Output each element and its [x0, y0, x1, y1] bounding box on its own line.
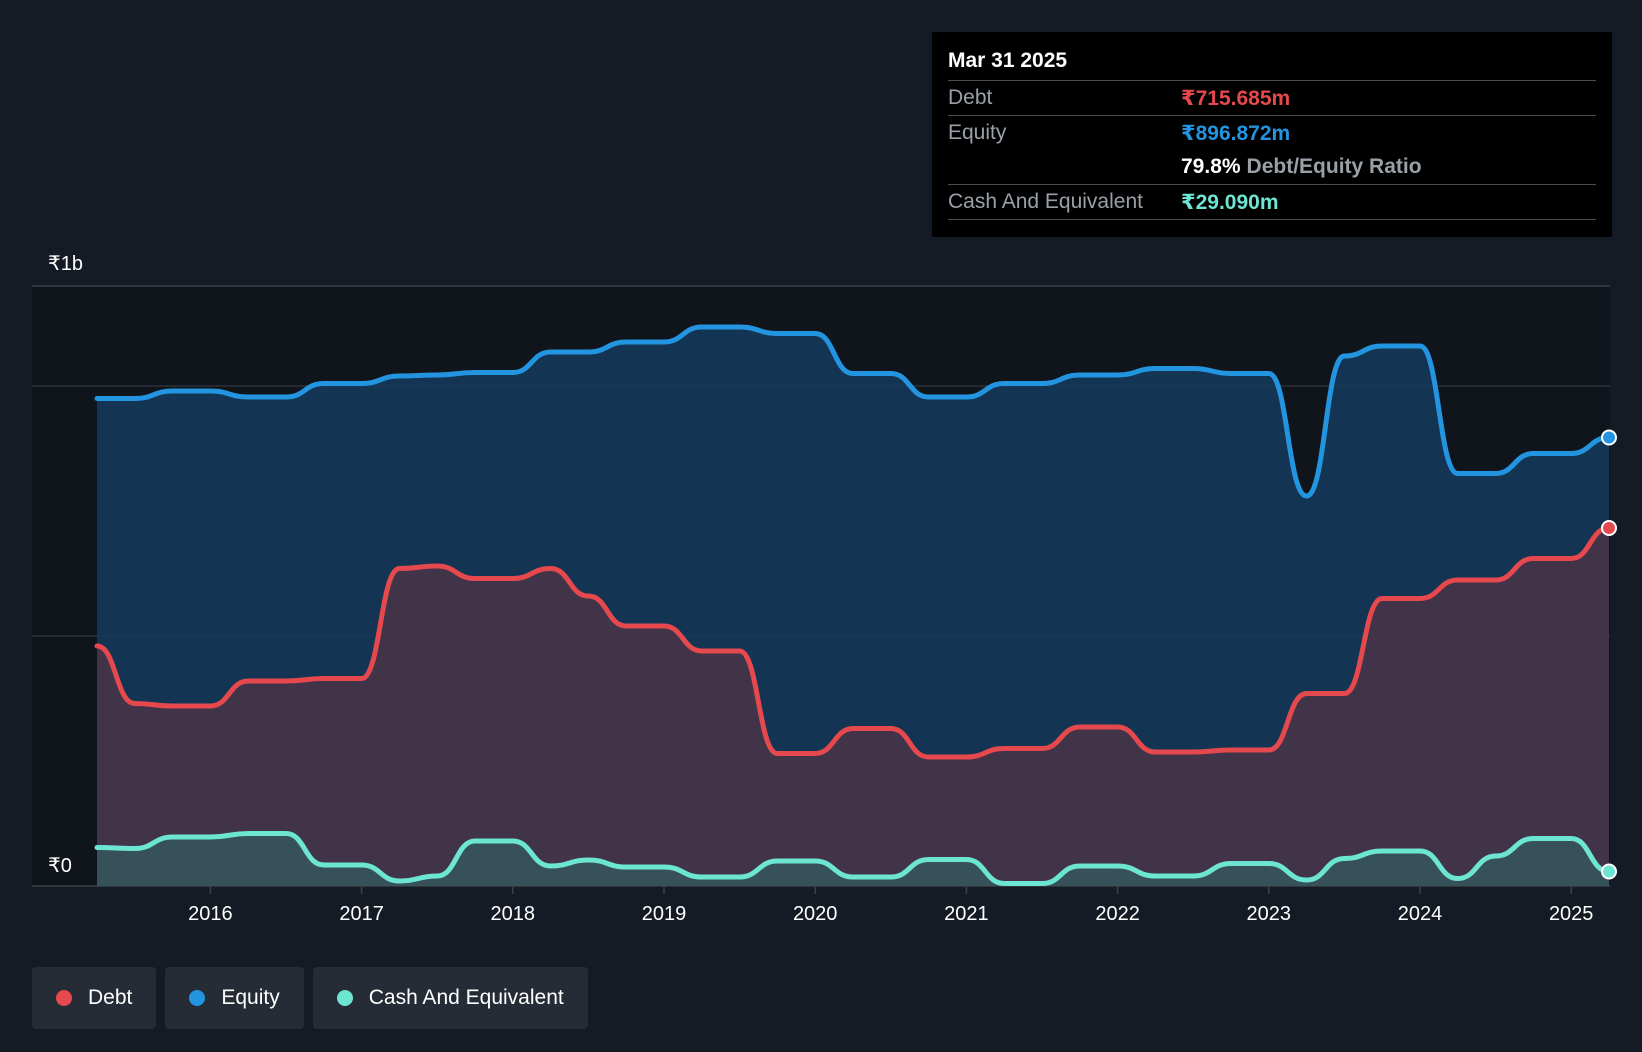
legend-label-debt: Debt — [88, 986, 133, 1009]
legend-dot-equity-icon — [189, 990, 206, 1006]
legend-dot-debt-icon — [56, 990, 72, 1006]
legend-item-equity[interactable]: Equity — [165, 967, 304, 1029]
x-tick-label: 2024 — [1398, 903, 1443, 925]
tooltip-panel: Mar 31 2025 Debt ₹715.685m Equity ₹896.8… — [932, 32, 1612, 237]
tooltip-ratio-label: Debt/Equity Ratio — [1246, 155, 1422, 178]
tooltip-cash-row: Cash And Equivalent ₹29.090m — [948, 184, 1596, 220]
x-tick-label: 2018 — [491, 903, 536, 925]
cash-area — [97, 833, 1609, 886]
tooltip-ratio-row: 79.8% Debt/Equity Ratio — [948, 150, 1596, 184]
tooltip-debt-row: Debt ₹715.685m — [948, 80, 1596, 115]
legend-item-debt[interactable]: Debt — [32, 967, 157, 1029]
tooltip-cash-value: ₹29.090m — [1181, 190, 1279, 214]
tooltip-ratio-value: 79.8% — [1181, 155, 1241, 178]
debt-line — [94, 525, 1612, 760]
legend-label-cash: Cash And Equivalent — [368, 986, 564, 1009]
y-tick-label: ₹0 — [48, 855, 72, 877]
tooltip-cash-label: Cash And Equivalent — [948, 190, 1143, 213]
tooltip-debt-value: ₹715.685m — [1181, 86, 1291, 110]
y-axis-ticks: ₹1b ₹0 — [48, 253, 83, 877]
series-areas — [97, 327, 1609, 886]
legend-label-equity: Equity — [221, 986, 280, 1009]
x-tick-label: 2016 — [188, 903, 233, 925]
debt-area — [97, 528, 1609, 886]
x-tick-label: 2021 — [944, 903, 989, 925]
series-lines — [94, 324, 1612, 886]
debt-endpoint — [1601, 520, 1617, 536]
cash-endpoint — [1601, 863, 1617, 880]
tooltip-date: Mar 31 2025 — [948, 49, 1068, 72]
legend-item-cash[interactable]: Cash And Equivalent — [312, 967, 588, 1029]
tooltip-equity-label: Equity — [948, 121, 1007, 144]
x-tick-label: 2020 — [793, 903, 838, 925]
x-tick-label: 2019 — [642, 903, 687, 925]
x-tick-label: 2025 — [1549, 903, 1594, 925]
x-tick-label: 2022 — [1095, 903, 1140, 925]
legend-dot-cash-icon — [336, 990, 353, 1006]
legend: Debt Equity Cash And Equivalent — [32, 967, 588, 1029]
cash-line — [94, 831, 1612, 886]
x-tick-label: 2017 — [339, 903, 384, 925]
x-tick-label: 2023 — [1247, 903, 1292, 925]
y-tick-label: ₹1b — [48, 253, 83, 275]
tooltip-equity-value: ₹896.872m — [1181, 121, 1291, 145]
tooltip-debt-label: Debt — [948, 86, 993, 109]
equity-line — [94, 324, 1612, 499]
x-axis-ticks: 2016 2017 2018 2019 2020 2021 2022 2023 2024 2025 — [188, 886, 1593, 925]
series-endpoints — [1601, 429, 1617, 880]
equity-endpoint — [1601, 429, 1617, 446]
tooltip-equity-row: Equity ₹896.872m — [948, 115, 1596, 150]
